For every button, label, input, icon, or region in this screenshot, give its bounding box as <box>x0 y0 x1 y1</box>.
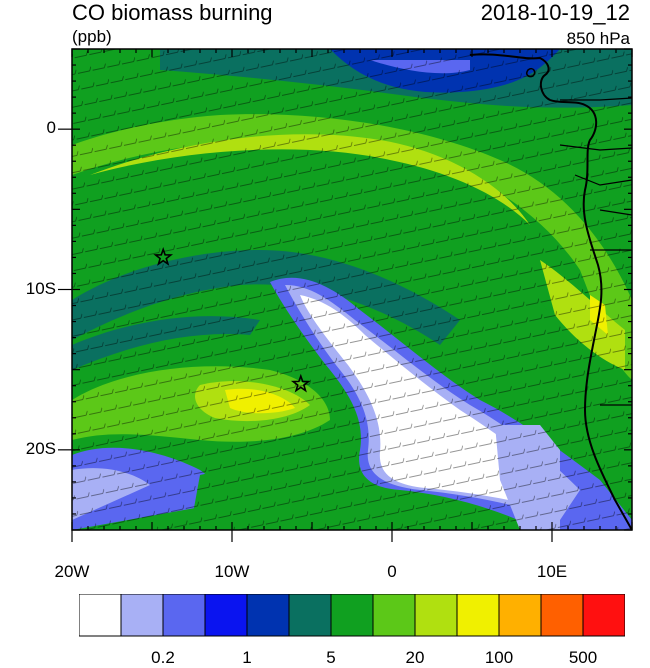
concentration-field <box>72 49 632 530</box>
colorbar <box>79 594 625 637</box>
colorbar-swatch <box>540 594 584 637</box>
colorbar-swatch <box>288 594 332 637</box>
level-label: 850 hPa <box>566 29 630 48</box>
colorbar-swatch <box>79 594 122 637</box>
colorbar-swatch <box>162 594 206 637</box>
star-marker <box>153 246 174 266</box>
star-markers <box>153 246 311 393</box>
plot-title: CO biomass burning <box>72 0 273 25</box>
colorbar-swatch <box>204 594 248 637</box>
colorbar-swatch <box>456 594 500 637</box>
x-tick-label: 20W <box>54 562 90 581</box>
datetime-label: 2018-10-19_12 <box>480 0 630 25</box>
colorbar-swatch <box>498 594 542 637</box>
units-label: (ppb) <box>72 27 112 46</box>
colorbar-swatch <box>582 594 625 637</box>
colorbar-label: 1 <box>242 648 252 667</box>
star-marker <box>290 373 311 393</box>
y-tick-label: 20S <box>25 438 56 458</box>
y-tick-label: 10S <box>25 278 56 298</box>
y-tick-label: 0 <box>46 118 56 138</box>
colorbar-swatch <box>246 594 290 637</box>
x-tick-label: 10E <box>536 562 568 581</box>
colorbar-swatch <box>330 594 374 637</box>
co-map <box>58 48 633 542</box>
colorbar-swatch <box>120 594 164 637</box>
colorbar-label: 100 <box>484 648 514 667</box>
x-tick-label: 10W <box>214 562 250 581</box>
colorbar-label: 5 <box>326 648 336 667</box>
colorbar-swatch <box>372 594 416 637</box>
axis-ticks <box>58 48 633 542</box>
colorbar-label: 500 <box>568 648 598 667</box>
x-tick-label: 0 <box>387 562 397 581</box>
colorbar-label: 0.2 <box>151 648 175 667</box>
colorbar-swatch <box>414 594 458 637</box>
colorbar-label: 20 <box>405 648 425 667</box>
